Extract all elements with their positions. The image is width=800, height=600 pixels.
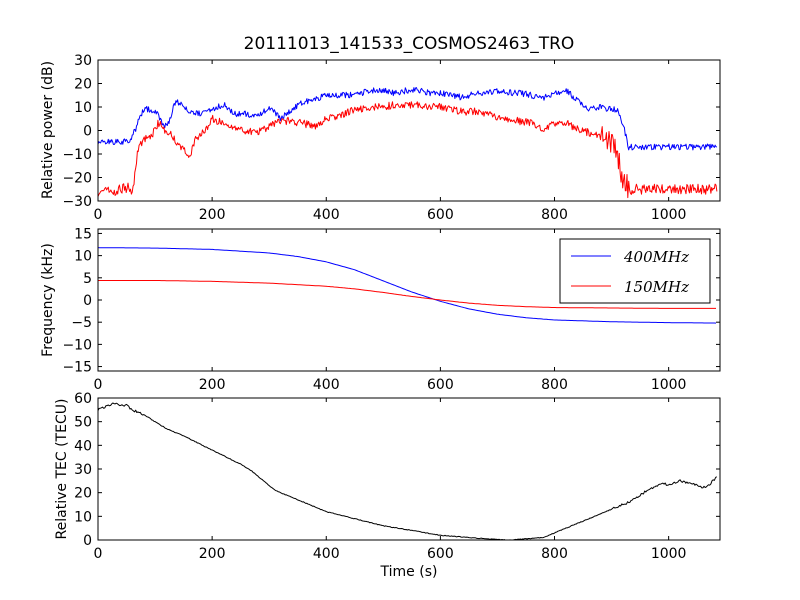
x-tick-label: 200 bbox=[199, 377, 226, 393]
y-tick-label: 0 bbox=[83, 293, 92, 309]
y-tick-label: 40 bbox=[74, 438, 92, 454]
x-tick-label: 0 bbox=[94, 207, 103, 223]
legend-label-150mhz: 150MHz bbox=[624, 278, 689, 296]
x-tick-label: 1000 bbox=[651, 546, 687, 562]
series-line-150mhz bbox=[98, 280, 716, 309]
y-tick-label: 30 bbox=[74, 462, 92, 478]
power-ticks: 0 200 400 600 800 1000 −30 −20 −10 0 10 20 30 bbox=[62, 53, 720, 223]
power-y-axis-label: Relative power (dB) bbox=[40, 61, 56, 199]
frequency-ticks: 0 200 400 600 800 1000 −15 −10 −5 0 5 10 15 bbox=[62, 226, 720, 393]
y-tick-label: 5 bbox=[83, 271, 92, 287]
tec-panel: 0 200 400 600 800 1000 0 10 20 30 40 50 60 Relative … bbox=[54, 391, 721, 580]
x-tick-label: 200 bbox=[199, 546, 226, 562]
y-tick-label: −10 bbox=[62, 337, 92, 353]
series-line-series-1 bbox=[98, 101, 718, 199]
x-tick-label: 1000 bbox=[651, 377, 687, 393]
y-tick-label: 10 bbox=[74, 509, 92, 525]
frequency-panel: 0 200 400 600 800 1000 −15 −10 −5 0 5 10 15 Frequenc… bbox=[40, 226, 721, 393]
y-tick-label: 50 bbox=[74, 415, 92, 431]
y-tick-label: −5 bbox=[71, 315, 92, 331]
x-tick-label: 0 bbox=[94, 546, 103, 562]
tec-ticks: 0 200 400 600 800 1000 0 10 20 30 40 50 60 bbox=[74, 391, 720, 562]
x-tick-label: 400 bbox=[313, 207, 340, 223]
y-tick-label: −30 bbox=[62, 194, 92, 210]
y-tick-label: 30 bbox=[74, 53, 92, 69]
chart-title: 20111013_141533_COSMOS2463_TRO bbox=[244, 34, 575, 54]
legend-label-400mhz: 400MHz bbox=[623, 248, 689, 266]
frequency-legend: 400MHz 150MHz bbox=[559, 238, 711, 304]
x-tick-label: 400 bbox=[313, 377, 340, 393]
series-line-series-0 bbox=[98, 402, 717, 540]
frequency-y-axis-label: Frequency (kHz) bbox=[40, 243, 56, 357]
x-tick-label: 1000 bbox=[651, 207, 687, 223]
tec-x-axis-label: Time (s) bbox=[380, 564, 438, 580]
x-tick-label: 800 bbox=[541, 377, 568, 393]
plot-area bbox=[98, 87, 718, 199]
x-tick-label: 800 bbox=[541, 546, 568, 562]
x-tick-label: 600 bbox=[427, 207, 454, 223]
y-tick-label: −10 bbox=[62, 147, 92, 163]
legend-box bbox=[559, 238, 711, 304]
y-tick-label: 20 bbox=[74, 77, 92, 93]
y-tick-label: 60 bbox=[74, 391, 92, 407]
y-tick-label: 20 bbox=[74, 486, 92, 502]
y-tick-label: 15 bbox=[74, 226, 92, 242]
series-line-400mhz bbox=[98, 247, 717, 324]
y-tick-label: 10 bbox=[74, 100, 92, 116]
y-tick-label: 0 bbox=[83, 124, 92, 140]
y-tick-label: 10 bbox=[74, 249, 92, 265]
x-tick-label: 600 bbox=[427, 377, 454, 393]
x-tick-label: 400 bbox=[313, 546, 340, 562]
series-line-series-0 bbox=[98, 87, 718, 151]
y-tick-label: −20 bbox=[62, 171, 92, 187]
x-tick-label: 600 bbox=[427, 546, 454, 562]
plot-area bbox=[98, 402, 717, 540]
tec-plot-frame bbox=[97, 397, 721, 541]
x-tick-label: 200 bbox=[199, 207, 226, 223]
plot-area bbox=[98, 247, 717, 324]
x-tick-label: 800 bbox=[541, 207, 568, 223]
y-tick-label: −15 bbox=[62, 360, 92, 376]
tec-y-axis-label: Relative TEC (TECU) bbox=[54, 399, 70, 540]
power-panel: 0 200 400 600 800 1000 −30 −20 −10 0 10 20 30 Relati… bbox=[40, 53, 721, 223]
x-tick-label: 0 bbox=[94, 377, 103, 393]
y-tick-label: 0 bbox=[83, 533, 92, 549]
